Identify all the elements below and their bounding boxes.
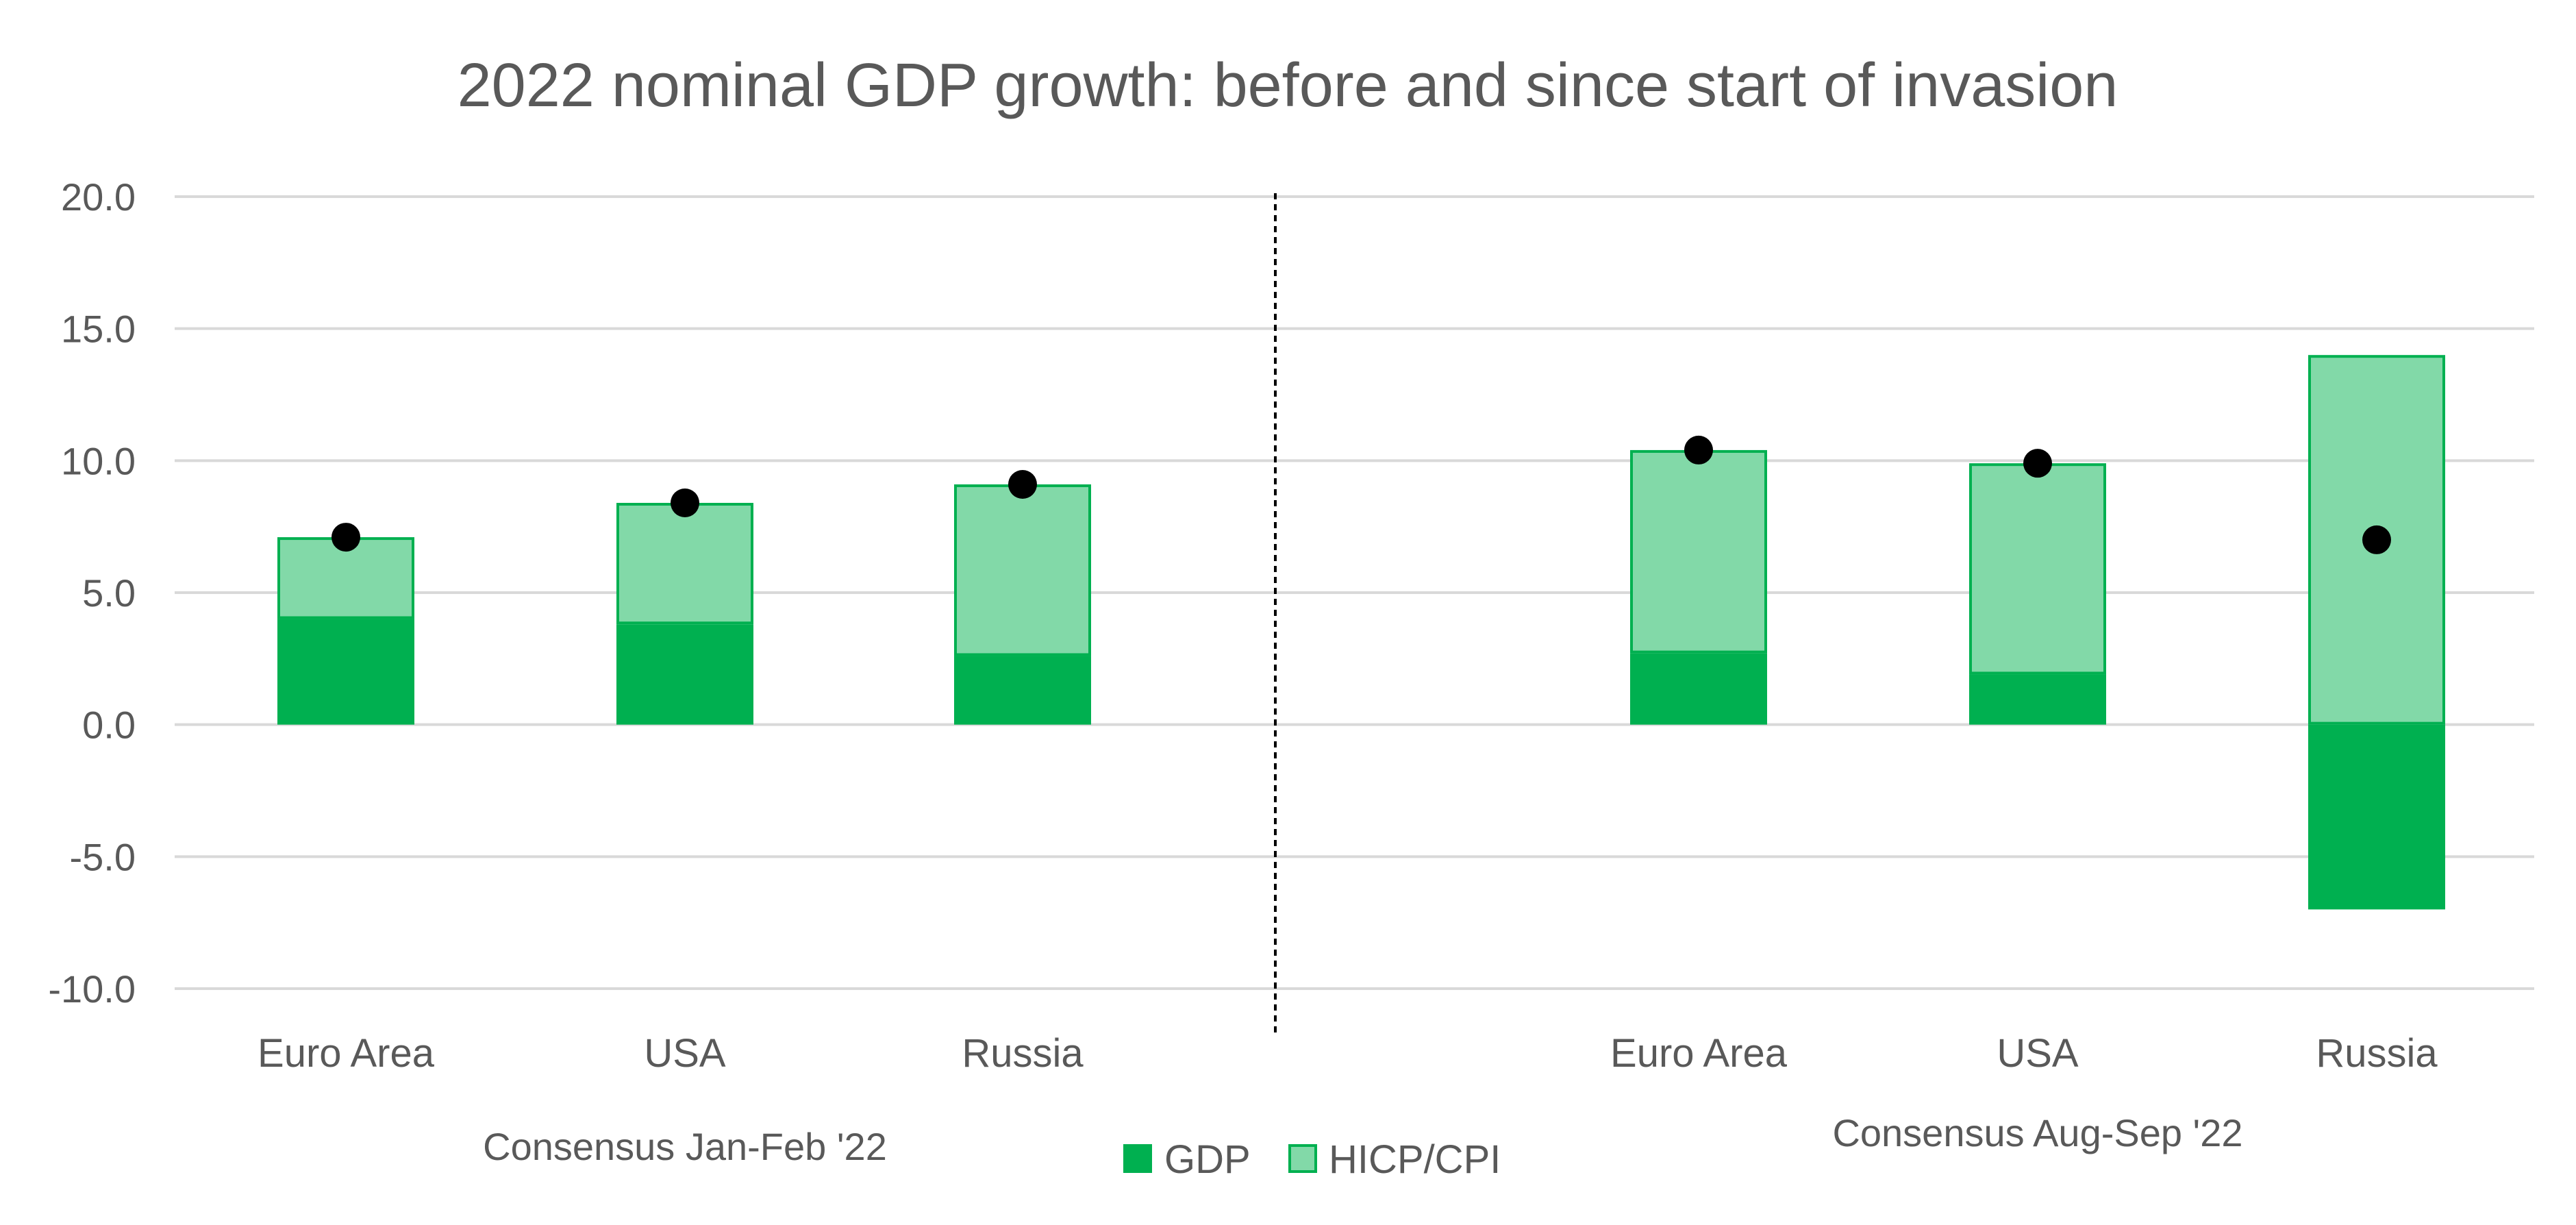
bar-gdp [954,656,1091,725]
chart-title: 2022 nominal GDP growth: before and sinc… [458,51,2118,120]
bars [277,355,2445,910]
bar-gdp [1630,653,1767,725]
x-axis-labels: Euro Area USA Russia Euro Area USA Russia [258,1031,2438,1076]
nominal-gdp-marker [1008,470,1037,499]
bar-hicp-cpi [954,484,1091,656]
legend-swatch-hicp-cpi [1288,1144,1317,1173]
bar-hicp-cpi [616,502,753,625]
category-label: Russia [2316,1031,2438,1076]
bar-hicp-cpi [1969,463,2106,675]
y-tick-label: 5.0 [82,571,136,615]
y-tick-label: 15.0 [61,308,136,351]
y-tick-label: -5.0 [70,835,136,878]
category-label: Euro Area [258,1031,435,1076]
bar-gdp [277,619,414,725]
group-labels: Consensus Jan-Feb '22 Consensus Aug-Sep '… [483,1111,2242,1168]
legend: GDP HICP/CPI [1123,1137,1501,1182]
y-tick-label: 0.0 [82,704,136,747]
legend-label-hicp-cpi: HICP/CPI [1329,1137,1501,1182]
category-label: USA [1997,1031,2079,1076]
group-label: Consensus Aug-Sep '22 [1832,1111,2242,1154]
group-label: Consensus Jan-Feb '22 [483,1125,887,1168]
nominal-gdp-marker [2023,449,2052,478]
bar-hicp-cpi [1630,449,1767,654]
y-axis-ticks: 20.0 15.0 10.0 5.0 0.0 -5.0 -10.0 [48,175,136,1011]
bar-gdp [616,624,753,725]
bar-gdp [1969,674,2106,725]
nominal-gdp-marker [332,523,360,552]
category-label: Russia [962,1031,1084,1076]
y-tick-label: 10.0 [61,439,136,482]
y-tick-label: 20.0 [61,175,136,219]
category-label: Euro Area [1610,1031,1788,1076]
bar-gdp [2308,724,2445,910]
gridlines [175,195,2534,990]
y-tick-label: -10.0 [48,967,136,1011]
nominal-gdp-marker [2362,525,2391,554]
nominal-gdp-marker [671,488,699,517]
nominal-gdp-marker [1684,435,1713,465]
legend-swatch-gdp [1123,1144,1152,1173]
bar-hicp-cpi [277,537,414,619]
nominal-gdp-markers [332,435,2391,554]
legend-label-gdp: GDP [1164,1137,1251,1182]
category-label: USA [644,1031,726,1076]
